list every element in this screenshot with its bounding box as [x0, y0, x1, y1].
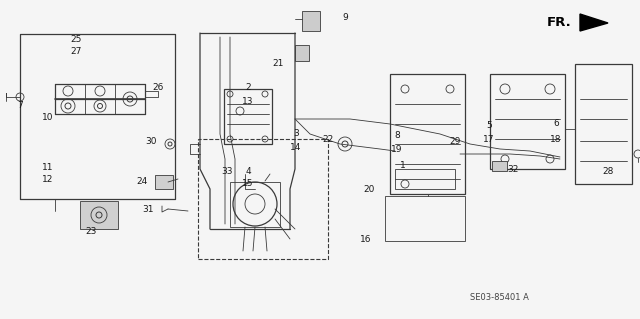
Text: 3: 3 — [293, 130, 299, 138]
Text: 24: 24 — [136, 176, 148, 186]
Text: 22: 22 — [323, 135, 333, 144]
Bar — [490, 74, 565, 169]
Text: 20: 20 — [364, 184, 374, 194]
Text: 17: 17 — [483, 135, 495, 144]
Text: 23: 23 — [85, 227, 97, 236]
Bar — [390, 74, 465, 194]
Bar — [385, 196, 465, 241]
Text: 27: 27 — [70, 47, 82, 56]
Text: 12: 12 — [42, 174, 54, 183]
Text: FR.: FR. — [547, 16, 572, 28]
Bar — [230, 182, 280, 227]
Polygon shape — [580, 14, 608, 31]
Text: 4: 4 — [245, 167, 251, 175]
Text: 10: 10 — [42, 114, 54, 122]
Text: 28: 28 — [602, 167, 614, 175]
Text: 2: 2 — [245, 83, 251, 92]
Text: 1: 1 — [400, 160, 406, 169]
Text: 15: 15 — [243, 180, 253, 189]
Text: 32: 32 — [508, 165, 518, 174]
Text: 7: 7 — [17, 100, 23, 109]
Text: 8: 8 — [394, 130, 400, 139]
Text: 18: 18 — [550, 135, 562, 144]
Text: SE03-85401 A: SE03-85401 A — [470, 293, 529, 301]
Bar — [198, 139, 328, 259]
Text: 21: 21 — [272, 60, 284, 69]
Bar — [395, 169, 455, 189]
Text: 30: 30 — [145, 137, 157, 145]
Text: 25: 25 — [70, 34, 82, 43]
Bar — [224, 89, 272, 144]
Bar — [80, 201, 118, 229]
Text: 26: 26 — [152, 84, 164, 93]
Text: 33: 33 — [221, 167, 233, 176]
Text: 13: 13 — [243, 97, 253, 106]
Text: 11: 11 — [42, 162, 54, 172]
Text: 5: 5 — [486, 121, 492, 130]
Bar — [155, 175, 173, 189]
Text: 14: 14 — [291, 143, 301, 152]
Text: 9: 9 — [342, 13, 348, 23]
Bar — [302, 11, 320, 31]
Text: 31: 31 — [142, 205, 154, 214]
Text: 6: 6 — [553, 120, 559, 129]
Text: 16: 16 — [360, 234, 372, 243]
Text: 29: 29 — [449, 137, 461, 145]
Bar — [295, 45, 309, 61]
Bar — [575, 64, 632, 184]
Bar — [492, 161, 507, 171]
Text: 19: 19 — [391, 145, 403, 153]
